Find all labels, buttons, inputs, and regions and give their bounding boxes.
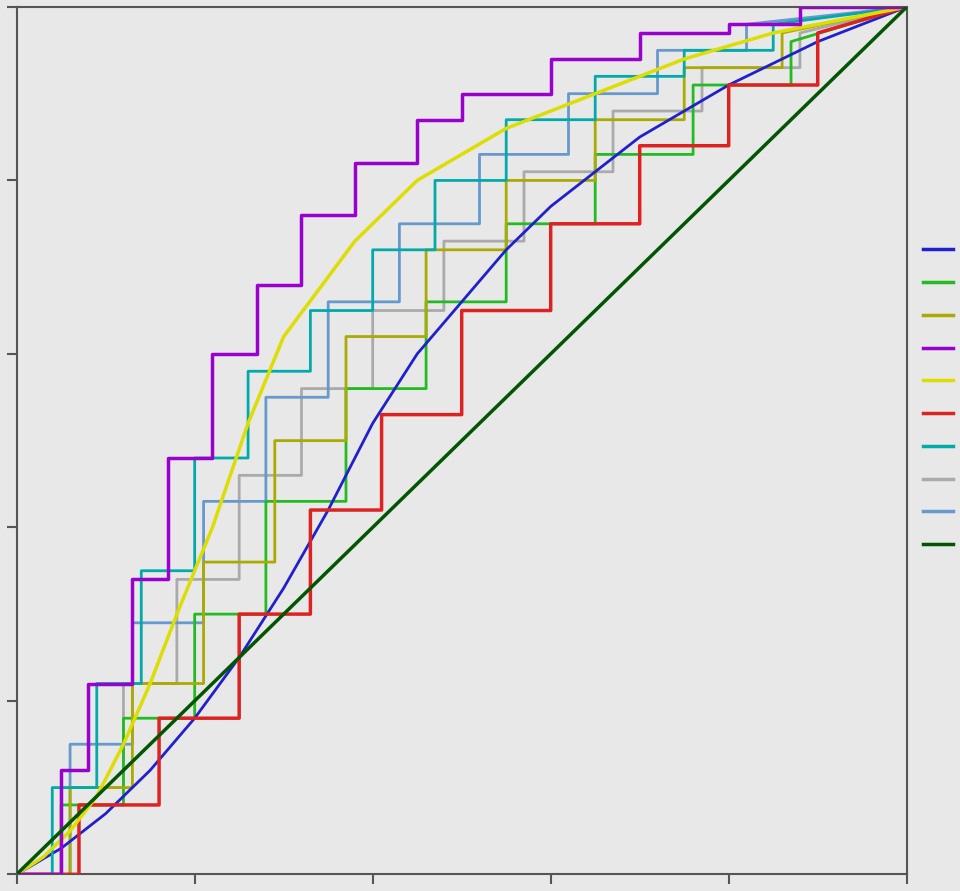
Legend: , , , , , , , , , : , , , , , , , , ,: [923, 243, 954, 552]
